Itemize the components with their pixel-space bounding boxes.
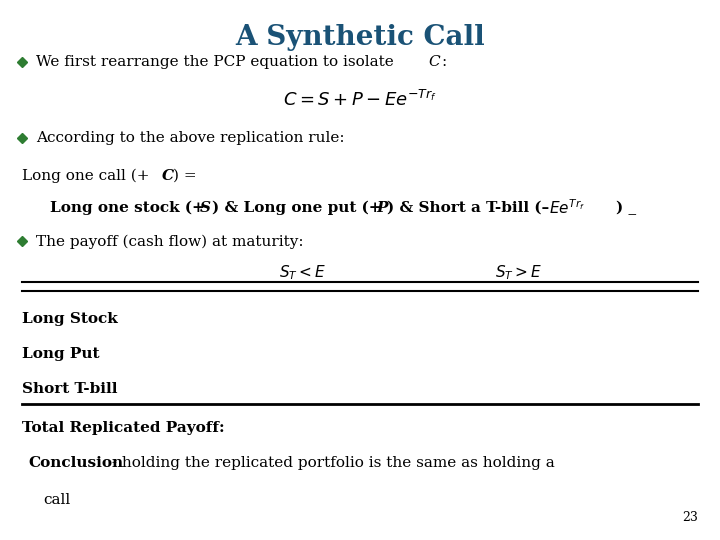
Text: $C = S + P - Ee^{-Tr_f}$: $C = S + P - Ee^{-Tr_f}$ [283,90,437,110]
Text: Long Put: Long Put [22,347,99,361]
Text: ) =: ) = [173,168,197,183]
Text: S: S [200,201,211,215]
Text: :: : [441,55,446,69]
Text: Long one call (+: Long one call (+ [22,168,149,183]
Text: ) & Long one put (+: ) & Long one put (+ [212,201,381,215]
Text: Total Replicated Payoff:: Total Replicated Payoff: [22,421,224,435]
Text: P: P [377,201,388,215]
Text: Long Stock: Long Stock [22,312,117,326]
Text: call: call [43,492,71,507]
Text: 23: 23 [683,511,698,524]
Text: $S_T < E$: $S_T < E$ [279,264,326,282]
Text: Short T-bill: Short T-bill [22,382,117,396]
Text: A Synthetic Call: A Synthetic Call [235,24,485,51]
Text: ) _: ) _ [616,201,636,215]
Text: $Ee^{Tr_f}$: $Ee^{Tr_f}$ [549,199,585,217]
Text: We first rearrange the PCP equation to isolate: We first rearrange the PCP equation to i… [36,55,399,69]
Text: $S_T > E$: $S_T > E$ [495,264,542,282]
Text: ) & Short a T-bill (–: ) & Short a T-bill (– [387,201,549,215]
Text: - holding the replicated portfolio is the same as holding a: - holding the replicated portfolio is th… [107,456,554,470]
Text: C: C [162,168,174,183]
Text: The payoff (cash flow) at maturity:: The payoff (cash flow) at maturity: [36,234,304,248]
Text: Conclusion: Conclusion [29,456,124,470]
Text: C: C [428,55,440,69]
Text: According to the above replication rule:: According to the above replication rule: [36,131,345,145]
Text: Long one stock (+: Long one stock (+ [50,201,205,215]
